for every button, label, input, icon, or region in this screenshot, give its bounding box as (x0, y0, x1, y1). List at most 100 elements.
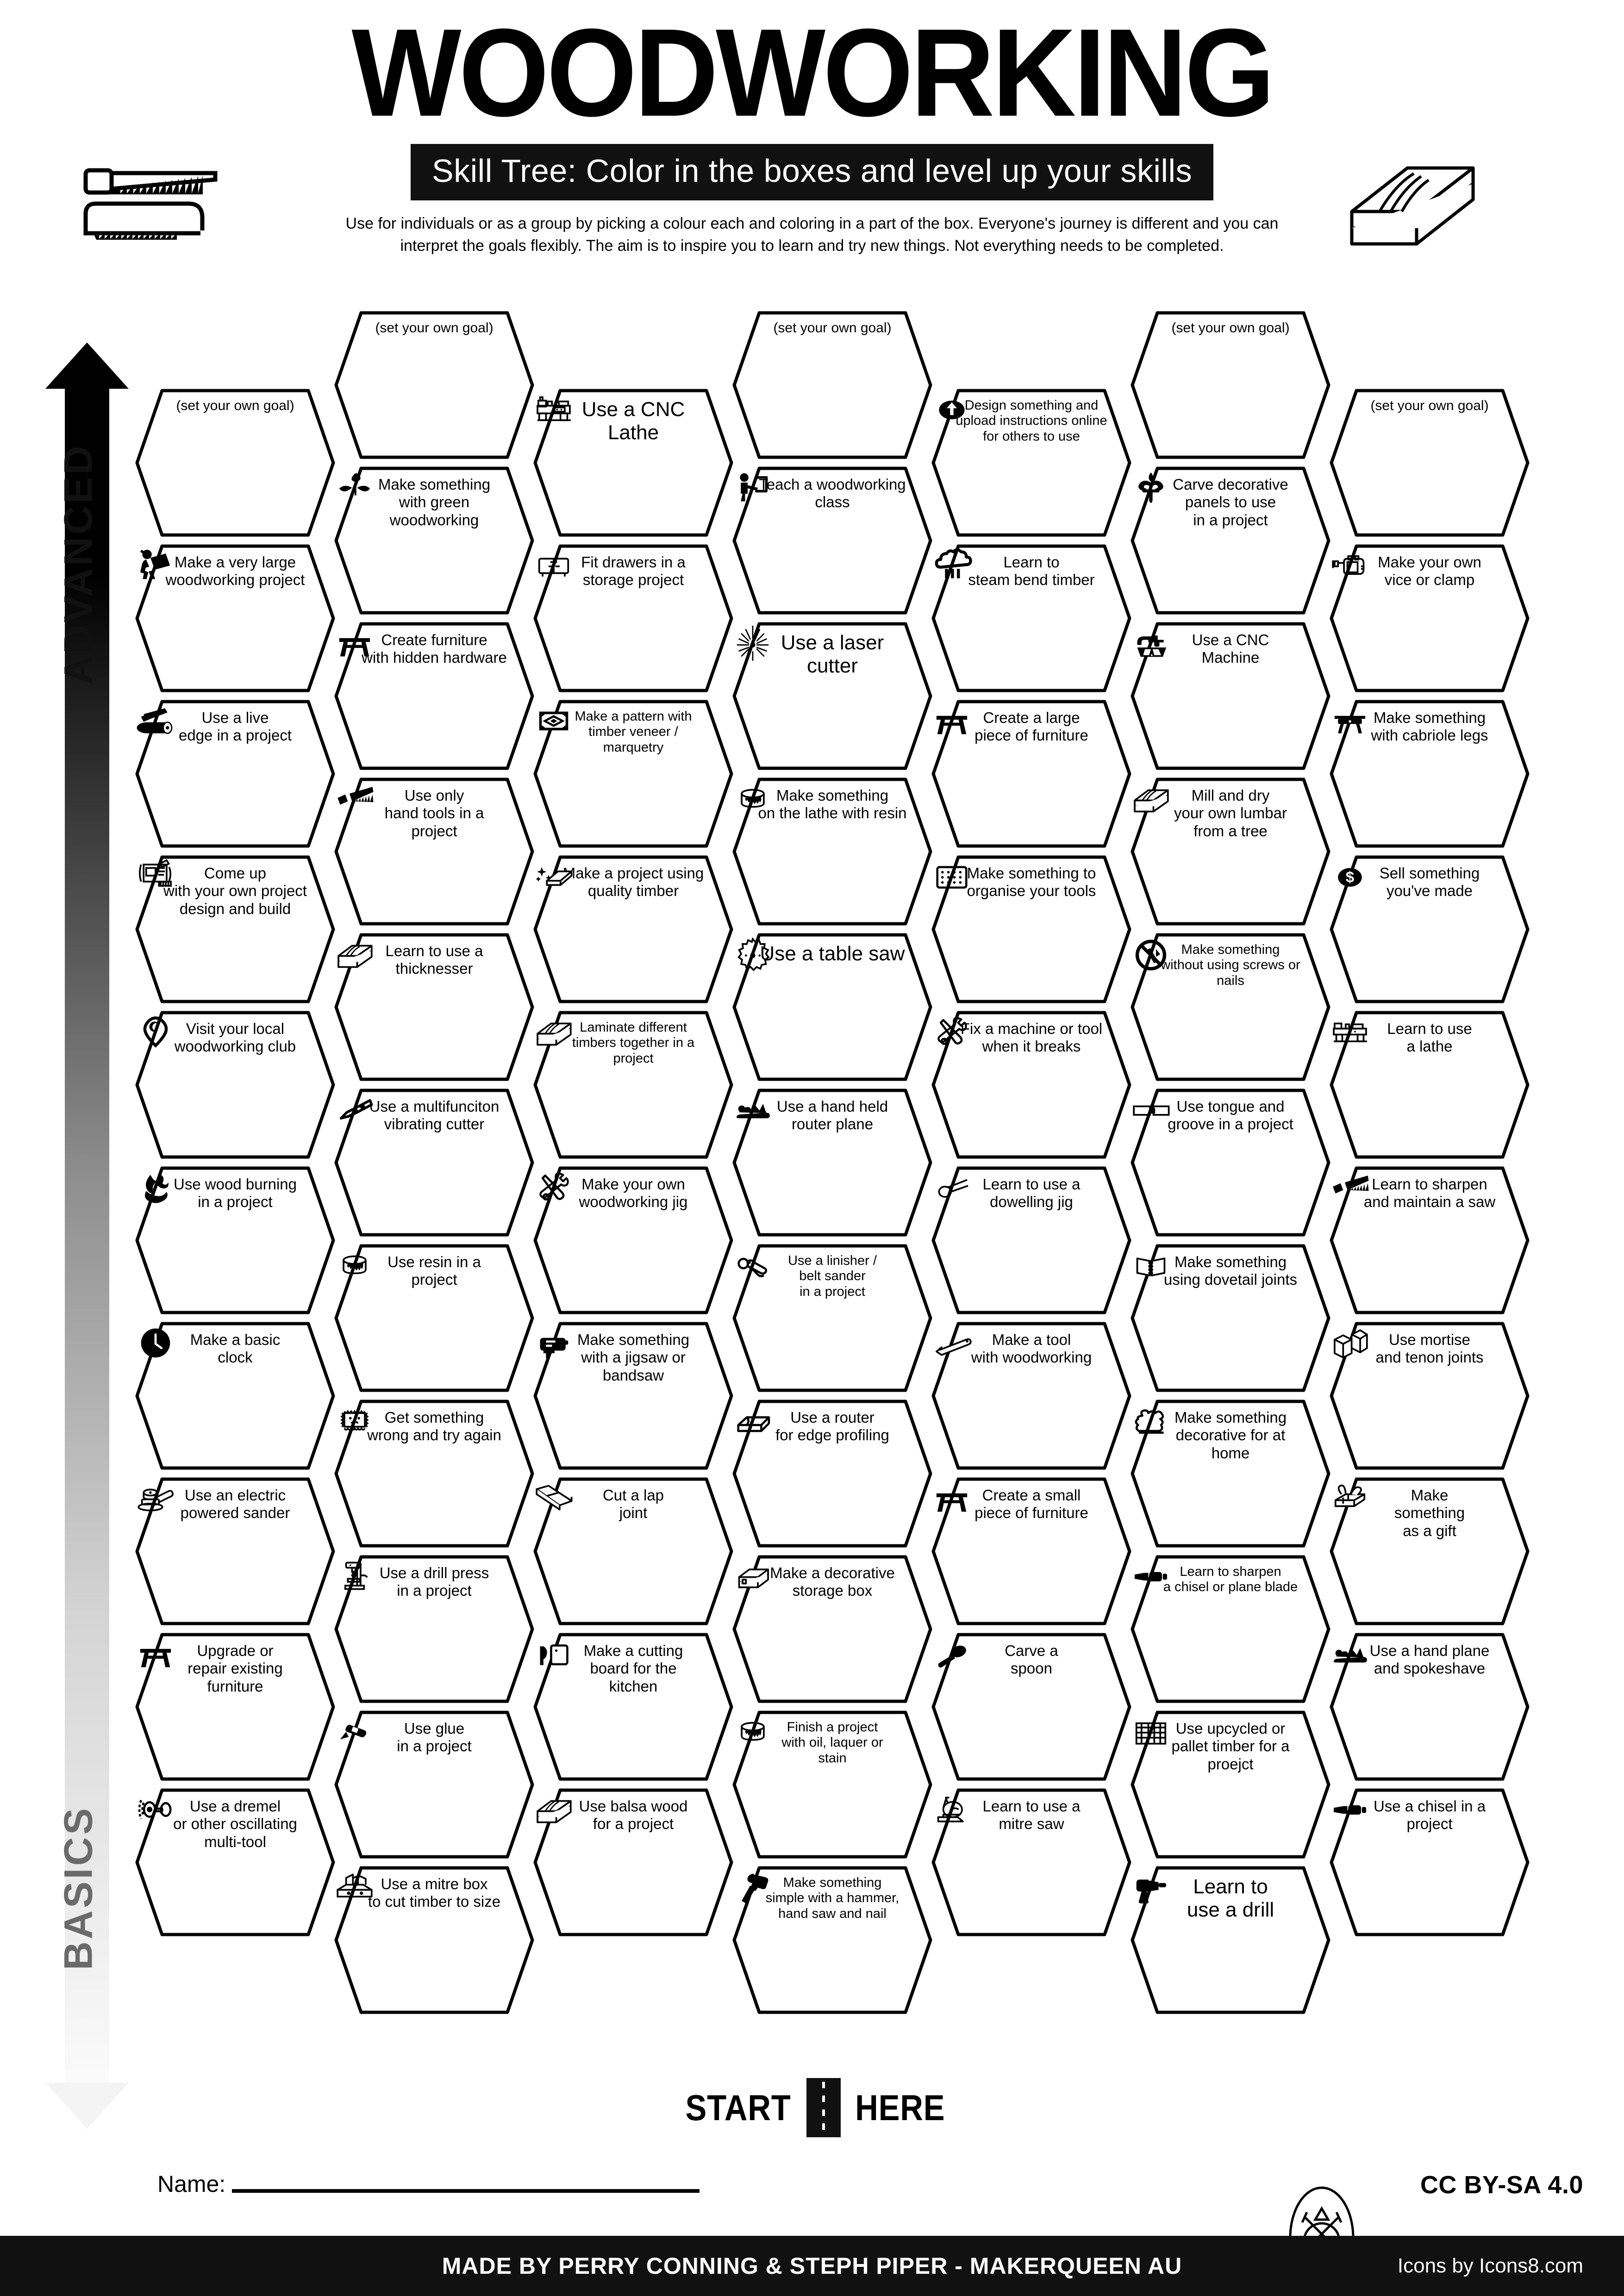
skill-hex-c6-r3[interactable]: Use a CNC Machine (1130, 621, 1331, 771)
skill-hex-c7-r4[interactable]: Sell something you've made $ (1329, 854, 1530, 1004)
skill-hex-c6-r11[interactable]: Learn to use a drill (1130, 1865, 1331, 2015)
skill-hex-c6-r5[interactable]: Make something without using screws or n… (1130, 932, 1331, 1082)
skill-hex-c5-r9[interactable]: Carve a spoon (931, 1632, 1132, 1782)
skill-hex-c7-r5[interactable]: Learn to use a lathe (1329, 1010, 1530, 1160)
skill-label: Come up with your own project design and… (163, 865, 307, 917)
skill-label: Use a live edge in a project (178, 709, 292, 744)
skill-hex-c6-r6[interactable]: Use tongue and groove in a project (1130, 1088, 1331, 1238)
skill-hex-c4-r9[interactable]: Make a decorative storage box (731, 1554, 933, 1704)
skill-hex-c5-r4[interactable]: Make something to organise your tools (931, 854, 1132, 1004)
skill-label: Learn to use a lathe (1387, 1020, 1472, 1055)
skill-label: Use a chisel in a project (1373, 1798, 1486, 1833)
skill-hex-c4-r8[interactable]: Use a router for edge profiling (731, 1399, 933, 1549)
skill-hex-c3-r10[interactable]: Use balsa wood for a project (532, 1787, 734, 1937)
license-label: CC BY-SA 4.0 (1420, 2171, 1583, 2199)
skill-label: Upgrade or repair existing furniture (187, 1642, 283, 1695)
skill-label: Fix a machine or tool when it breaks (960, 1020, 1103, 1055)
skill-hex-c2-r6[interactable]: Use a multifunciton vibrating cutter (333, 1088, 535, 1238)
skill-hex-c4-r10[interactable]: Finish a project with oil, laquer or sta… (731, 1710, 933, 1860)
skill-label: Make something simple with a hammer, han… (765, 1875, 899, 1921)
skill-hex-c7-r6[interactable]: Learn to sharpen and maintain a saw (1329, 1165, 1530, 1315)
skill-label: Learn to use a dowelling jig (982, 1176, 1081, 1211)
skill-hex-c1-r1[interactable]: (set your own goal) (134, 388, 336, 538)
skill-hex-c3-r2[interactable]: Fit drawers in a storage project (532, 543, 734, 693)
skill-hex-c4-r5[interactable]: Use a table saw (731, 932, 933, 1082)
skill-hex-c7-r10[interactable]: Use a chisel in a project (1329, 1787, 1530, 1937)
skill-hex-c1-r2[interactable]: Make a very large woodworking project (134, 543, 336, 693)
skill-hex-c4-r1[interactable]: (set your own goal) (731, 310, 933, 460)
skill-label: Use a table saw (760, 942, 905, 965)
skill-hex-c1-r7[interactable]: Make a basic clock (134, 1321, 336, 1471)
axis-arrow-up-icon (45, 342, 129, 389)
skill-hex-c6-r9[interactable]: Learn to sharpen a chisel or plane blade (1130, 1554, 1331, 1704)
skill-hex-c5-r3[interactable]: Create a large piece of furniture (931, 699, 1132, 849)
skill-hex-c3-r1[interactable]: Use a CNC Lathe (532, 388, 734, 538)
skill-label: Finish a project with oil, laquer or sta… (781, 1720, 883, 1766)
skill-hex-c6-r4[interactable]: Mill and dry your own lumbar from a tree (1130, 777, 1331, 927)
skill-hex-c5-r8[interactable]: Create a small piece of furniture (931, 1476, 1132, 1626)
skill-hex-c5-r10[interactable]: Learn to use a mitre saw (931, 1787, 1132, 1937)
skill-hex-c7-r8[interactable]: Make something as a gift (1329, 1476, 1530, 1626)
skill-hex-c7-r9[interactable]: Use a hand plane and spokeshave (1329, 1632, 1530, 1782)
skill-hex-c7-r3[interactable]: Make something with cabriole legs (1329, 699, 1530, 849)
skill-hex-c1-r10[interactable]: Use a dremel or other oscillating multi-… (134, 1787, 336, 1937)
skill-hex-c5-r7[interactable]: Make a tool with woodworking (931, 1321, 1132, 1471)
skill-hex-c2-r11[interactable]: Use a mitre box to cut timber to size (333, 1865, 535, 2015)
skill-hex-c1-r9[interactable]: Upgrade or repair existing furniture (134, 1632, 336, 1782)
skill-label: Make something with a jigsaw or bandsaw (577, 1331, 690, 1384)
skill-hex-c1-r4[interactable]: Come up with your own project design and… (134, 854, 336, 1004)
skill-hex-c1-r6[interactable]: Use wood burning in a project (134, 1165, 336, 1315)
skill-hex-c6-r10[interactable]: Use upcycled or pallet timber for a proe… (1130, 1710, 1331, 1860)
skill-hex-c3-r5[interactable]: Laminate different timbers together in a… (532, 1010, 734, 1160)
skill-label: Sell something you've made (1379, 865, 1480, 900)
skill-hex-c3-r7[interactable]: Make something with a jigsaw or bandsaw (532, 1321, 734, 1471)
skill-hex-c1-r8[interactable]: Use an electric powered sander (134, 1476, 336, 1626)
skill-hex-c4-r3[interactable]: Use a laser cutter (731, 621, 933, 771)
skill-hex-c2-r1[interactable]: (set your own goal) (333, 310, 535, 460)
skill-hex-c2-r10[interactable]: Use glue in a project (333, 1710, 535, 1860)
skill-hex-c6-r2[interactable]: Carve decorative panels to use in a proj… (1130, 466, 1331, 616)
svg-text:$: $ (1346, 869, 1354, 886)
skill-hex-c2-r3[interactable]: Create furniture with hidden hardware (333, 621, 535, 771)
skill-hex-c4-r6[interactable]: Use a hand held router plane (731, 1088, 933, 1238)
skill-hex-c5-r2[interactable]: Learn to steam bend timber (931, 543, 1132, 693)
skill-hex-c2-r7[interactable]: Use resin in a project (333, 1243, 535, 1393)
skill-hex-c5-r1[interactable]: Design something and upload instructions… (931, 388, 1132, 538)
name-field[interactable]: Name: (157, 2171, 700, 2197)
skill-label: (set your own goal) (176, 398, 294, 413)
skill-hex-c3-r4[interactable]: Make a project using quality timber (532, 854, 734, 1004)
skill-hex-c3-r3[interactable]: Make a pattern with timber veneer / marq… (532, 699, 734, 849)
skill-hex-c1-r5[interactable]: Visit your local woodworking club (134, 1010, 336, 1160)
skill-label: Use resin in a project (387, 1253, 481, 1288)
skill-hex-c6-r1[interactable]: (set your own goal) (1130, 310, 1331, 460)
skill-hex-c3-r9[interactable]: Make a cutting board for the kitchen (532, 1632, 734, 1782)
skill-hex-c4-r4[interactable]: Make something on the lathe with resin (731, 777, 933, 927)
skill-label: Get something wrong and try again (367, 1409, 501, 1444)
skill-hex-c3-r8[interactable]: Cut a lap joint (532, 1476, 734, 1626)
skill-hex-c2-r5[interactable]: Learn to use a thicknesser (333, 932, 535, 1082)
skill-hex-c2-r4[interactable]: Use only hand tools in a project (333, 777, 535, 927)
skill-hex-c5-r6[interactable]: Learn to use a dowelling jig (931, 1165, 1132, 1315)
skill-hex-c2-r2[interactable]: Make something with green woodworking (333, 466, 535, 616)
skill-hex-c2-r8[interactable]: Get something wrong and try again (333, 1399, 535, 1549)
skill-hex-c3-r6[interactable]: Make your own woodworking jig (532, 1165, 734, 1315)
skill-hex-c6-r7[interactable]: Make something using dovetail joints (1130, 1243, 1331, 1393)
skill-label: Make a project using quality timber (562, 865, 704, 900)
skill-hex-c7-r1[interactable]: (set your own goal) (1329, 388, 1530, 538)
skill-hex-c6-r8[interactable]: Make something decorative for at home (1130, 1399, 1331, 1549)
skill-label: Carve decorative panels to use in a proj… (1173, 476, 1288, 529)
skill-label: Use a CNC Lathe (581, 398, 685, 444)
skill-hex-c7-r7[interactable]: Use mortise and tenon joints (1329, 1321, 1530, 1471)
skill-hex-c5-r5[interactable]: Fix a machine or tool when it breaks (931, 1010, 1132, 1160)
skill-hex-c7-r2[interactable]: Make your own vice or clamp (1329, 543, 1530, 693)
skill-hex-c2-r9[interactable]: Use a drill press in a project (333, 1554, 535, 1704)
skill-label: Make something on the lathe with resin (758, 787, 907, 822)
skill-label: Use glue in a project (397, 1720, 472, 1755)
skill-hex-c1-r3[interactable]: Use a live edge in a project (134, 699, 336, 849)
skill-label: Learn to sharpen a chisel or plane blade (1163, 1564, 1298, 1595)
skill-hex-c4-r11[interactable]: Make something simple with a hammer, han… (731, 1865, 933, 2015)
skill-label: Learn to steam bend timber (968, 554, 1095, 589)
skill-hex-c4-r7[interactable]: Use a linisher / belt sander in a projec… (731, 1243, 933, 1393)
skill-hex-c4-r2[interactable]: Teach a woodworking class (731, 466, 933, 616)
name-input-line[interactable] (232, 2189, 700, 2193)
